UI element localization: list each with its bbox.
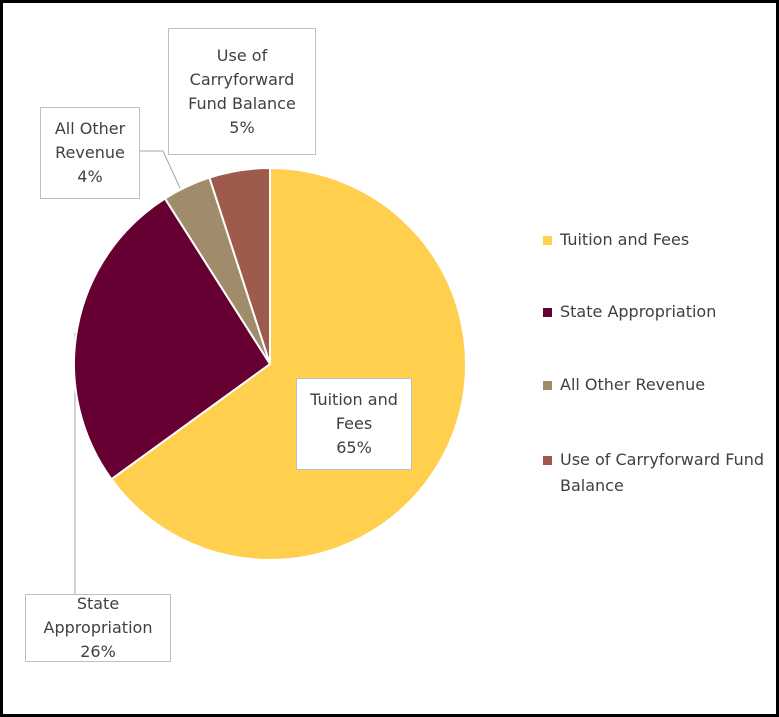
pie-slice: [73, 197, 272, 481]
legend-label: Tuition and Fees: [560, 230, 690, 249]
pie-slice: [208, 166, 271, 365]
label-category: Tuition and Fees: [310, 390, 398, 433]
legend-label: All Other Revenue: [560, 375, 706, 394]
label-value: 4%: [77, 167, 103, 186]
legend-item: All Other Revenue: [543, 372, 773, 398]
label-value: 26%: [80, 642, 116, 661]
data-label: Use of Carryforward Fund Balance 5%: [168, 28, 316, 155]
legend-swatch: [543, 308, 552, 317]
legend-swatch: [543, 456, 552, 465]
legend-swatch: [543, 381, 552, 390]
legend-label: Use of Carryforward Fund Balance: [560, 450, 764, 495]
legend-item: Use of Carryforward Fund Balance: [543, 447, 773, 499]
label-category: State Appropriation: [43, 594, 153, 637]
data-label: All Other Revenue 4%: [40, 107, 140, 199]
label-category: All Other Revenue: [54, 119, 126, 162]
label-value: 5%: [229, 117, 255, 137]
data-label: Tuition and Fees 65%: [296, 378, 412, 470]
label-category: Use of Carryforward Fund Balance: [188, 45, 296, 113]
legend-swatch: [543, 236, 552, 245]
legend-item: Tuition and Fees: [543, 227, 773, 253]
data-label: State Appropriation 26%: [25, 594, 171, 662]
label-value: 65%: [336, 438, 372, 457]
leader-line: [140, 150, 181, 189]
legend-item: State Appropriation: [543, 299, 773, 325]
legend-label: State Appropriation: [560, 302, 717, 321]
